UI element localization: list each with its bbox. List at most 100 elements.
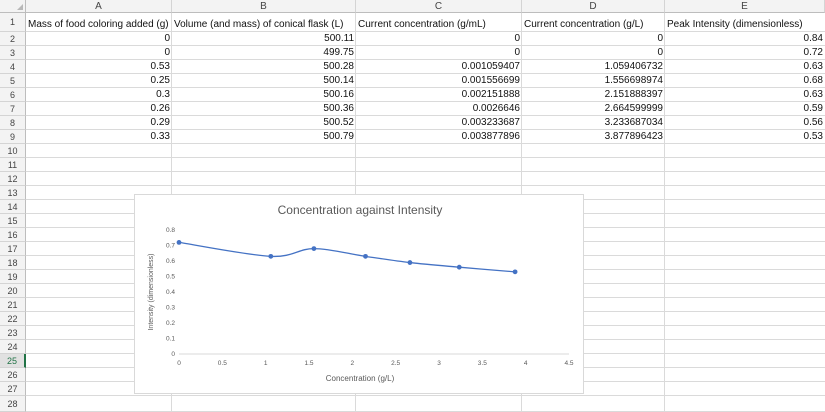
cell-c-row4[interactable]: 0.001059407 (461, 61, 520, 72)
cell-a-row5[interactable]: 0.25 (150, 75, 170, 86)
cell-a-row9[interactable]: 0.33 (150, 131, 170, 142)
row-header[interactable]: 15 (0, 214, 26, 228)
cell-e-row3[interactable]: 0.72 (803, 47, 823, 58)
data-point (311, 246, 317, 251)
row-gridline (26, 31, 825, 32)
cell-c-row8[interactable]: 0.003233687 (461, 117, 520, 128)
row-header[interactable]: 11 (0, 158, 26, 172)
row-header[interactable]: 3 (0, 46, 26, 60)
column-header-d[interactable]: D (522, 0, 665, 13)
cell-c-row6[interactable]: 0.002151888 (461, 89, 520, 100)
cell-b-row5[interactable]: 500.14 (323, 75, 354, 86)
row-header[interactable]: 28 (0, 396, 26, 412)
row-header[interactable]: 14 (0, 200, 26, 214)
cell-c-row3[interactable]: 0 (514, 47, 520, 58)
cell-a-row8[interactable]: 0.29 (150, 117, 170, 128)
cell-b-row6[interactable]: 500.16 (323, 89, 354, 100)
cell-b-row8[interactable]: 500.52 (323, 117, 354, 128)
scatter-chart[interactable]: Concentration against Intensity 0 0.5 1 1.5 2… (134, 194, 584, 394)
x-tick-label: 0.5 (218, 360, 227, 367)
cell-b-row3[interactable]: 499.75 (323, 47, 354, 58)
row-gridline (26, 73, 825, 74)
row-header[interactable]: 1 (0, 13, 26, 32)
cell-a-row6[interactable]: 0.3 (156, 89, 170, 100)
row-header[interactable]: 25 (0, 354, 26, 368)
row-header[interactable]: 2 (0, 32, 26, 46)
header-cell-d[interactable]: Current concentration (g/L) (524, 19, 644, 30)
y-tick-label: 0.3 (166, 305, 175, 312)
y-tick-label: 0.1 (166, 336, 175, 343)
x-axis-label: Concentration (g/L) (326, 374, 395, 383)
row-header[interactable]: 6 (0, 88, 26, 102)
row-gridline (26, 395, 825, 396)
cell-d-row4[interactable]: 1.059406732 (604, 61, 663, 72)
cell-e-row8[interactable]: 0.56 (803, 117, 823, 128)
chart-title: Concentration against Intensity (278, 203, 443, 217)
column-header-e[interactable]: E (665, 0, 825, 13)
cell-e-row5[interactable]: 0.68 (803, 75, 823, 86)
column-header-c[interactable]: C (356, 0, 522, 13)
row-header[interactable]: 5 (0, 74, 26, 88)
row-header[interactable]: 21 (0, 298, 26, 312)
row-header[interactable]: 20 (0, 284, 26, 298)
row-header[interactable]: 13 (0, 186, 26, 200)
column-header-a[interactable]: A (26, 0, 172, 13)
cell-b-row2[interactable]: 500.11 (324, 33, 354, 44)
cell-a-row4[interactable]: 0.53 (150, 61, 170, 72)
cell-a-row7[interactable]: 0.26 (150, 103, 170, 114)
column-gridline (664, 13, 665, 412)
row-header[interactable]: 23 (0, 326, 26, 340)
cell-b-row4[interactable]: 500.28 (323, 61, 354, 72)
cell-d-row6[interactable]: 2.151888397 (604, 89, 663, 100)
row-gridline (26, 59, 825, 60)
cell-d-row2[interactable]: 0 (657, 33, 663, 44)
series-line (178, 241, 516, 273)
cell-d-row3[interactable]: 0 (657, 47, 663, 58)
cell-d-row5[interactable]: 1.556698974 (604, 75, 663, 86)
cell-c-row9[interactable]: 0.003877896 (461, 131, 520, 142)
row-header[interactable]: 26 (0, 368, 26, 382)
cell-e-row4[interactable]: 0.63 (803, 61, 823, 72)
x-tick-label: 4 (524, 360, 528, 367)
row-header[interactable]: 24 (0, 340, 26, 354)
row-header[interactable]: 27 (0, 382, 26, 396)
cell-e-row2[interactable]: 0.84 (803, 33, 823, 44)
row-header[interactable]: 10 (0, 144, 26, 158)
header-cell-a[interactable]: Mass of food coloring added (g) (28, 19, 169, 30)
header-cell-c[interactable]: Current concentration (g/mL) (358, 19, 486, 30)
cell-e-row7[interactable]: 0.59 (803, 103, 823, 114)
column-header-b[interactable]: B (172, 0, 356, 13)
cell-b-row7[interactable]: 500.36 (323, 103, 354, 114)
row-header[interactable]: 9 (0, 130, 26, 144)
cell-e-row6[interactable]: 0.63 (803, 89, 823, 100)
select-all-corner[interactable] (0, 0, 26, 13)
x-tick-label: 2.5 (391, 360, 400, 367)
row-header[interactable]: 8 (0, 116, 26, 130)
data-point (512, 269, 518, 275)
cell-e-row9[interactable]: 0.53 (803, 131, 823, 142)
cell-d-row8[interactable]: 3.233687034 (604, 117, 663, 128)
row-header[interactable]: 16 (0, 228, 26, 242)
row-header[interactable]: 4 (0, 60, 26, 74)
row-header[interactable]: 18 (0, 256, 26, 270)
header-cell-e[interactable]: Peak Intensity (dimensionless) (667, 19, 803, 30)
cell-b-row9[interactable]: 500.79 (323, 131, 354, 142)
data-point (268, 253, 274, 259)
cell-d-row9[interactable]: 3.877896423 (604, 131, 663, 142)
cell-c-row7[interactable]: 0.0026646 (472, 103, 520, 114)
y-axis-label: Intensity (dimensionless) (148, 253, 155, 330)
cell-c-row5[interactable]: 0.001556699 (461, 75, 520, 86)
row-gridline (26, 101, 825, 102)
row-header[interactable]: 22 (0, 312, 26, 326)
row-header[interactable]: 17 (0, 242, 26, 256)
header-cell-b[interactable]: Volume (and mass) of conical flask (L) (174, 19, 344, 30)
cell-a-row2[interactable]: 0 (164, 33, 170, 44)
cell-d-row7[interactable]: 2.664599999 (604, 103, 663, 114)
row-header[interactable]: 19 (0, 270, 26, 284)
row-gridline (26, 87, 825, 88)
data-point (176, 240, 182, 245)
row-header[interactable]: 7 (0, 102, 26, 116)
row-header[interactable]: 12 (0, 172, 26, 186)
cell-c-row2[interactable]: 0 (514, 33, 520, 44)
cell-a-row3[interactable]: 0 (164, 47, 170, 58)
